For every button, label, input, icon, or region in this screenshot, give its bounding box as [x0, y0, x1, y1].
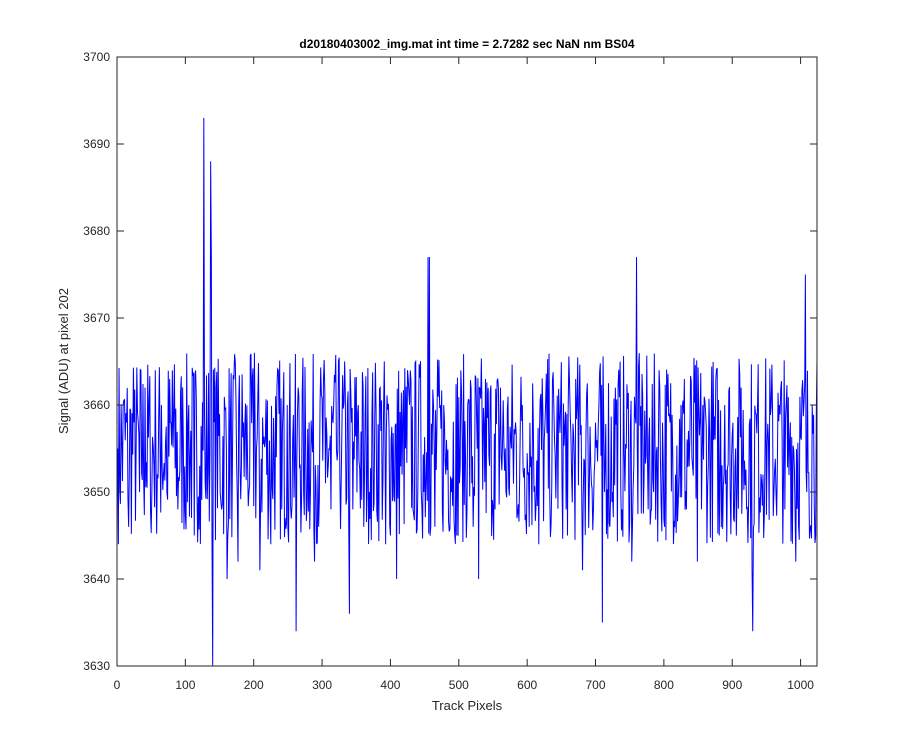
x-tick-label: 700: [586, 678, 606, 692]
y-tick-label: 3650: [83, 485, 110, 499]
x-tick-label: 100: [175, 678, 195, 692]
x-tick-label: 0: [114, 678, 121, 692]
x-tick-label: 900: [722, 678, 742, 692]
y-axis-label: Signal (ADU) at pixel 202: [56, 288, 71, 434]
x-tick-label: 200: [244, 678, 264, 692]
plot-area: [117, 57, 817, 666]
x-axis-label: Track Pixels: [432, 698, 503, 713]
y-tick-label: 3700: [83, 50, 110, 64]
y-tick-label: 3640: [83, 572, 110, 586]
x-tick-label: 300: [312, 678, 332, 692]
y-tick-label: 3690: [83, 137, 110, 151]
x-axis-ticks: 0 100 200 300 400 500 600 700 800 900 1000: [114, 57, 814, 692]
x-tick-label: 500: [449, 678, 469, 692]
x-tick-label: 1000: [787, 678, 814, 692]
signal-line-series: [117, 117, 818, 667]
data-layer: [117, 117, 818, 667]
chart-title: d20180403002_img.mat int time = 2.7282 s…: [299, 37, 635, 51]
x-tick-label: 400: [380, 678, 400, 692]
y-axis-ticks: 3630 3640 3650 3660 3670 3680 3690 3700: [83, 50, 817, 673]
x-tick-label: 600: [517, 678, 537, 692]
y-tick-label: 3680: [83, 224, 110, 238]
x-tick-label: 800: [654, 678, 674, 692]
y-tick-label: 3630: [83, 659, 110, 673]
axes-box: [116, 56, 818, 667]
y-tick-label: 3670: [83, 311, 110, 325]
y-tick-label: 3660: [83, 398, 110, 412]
